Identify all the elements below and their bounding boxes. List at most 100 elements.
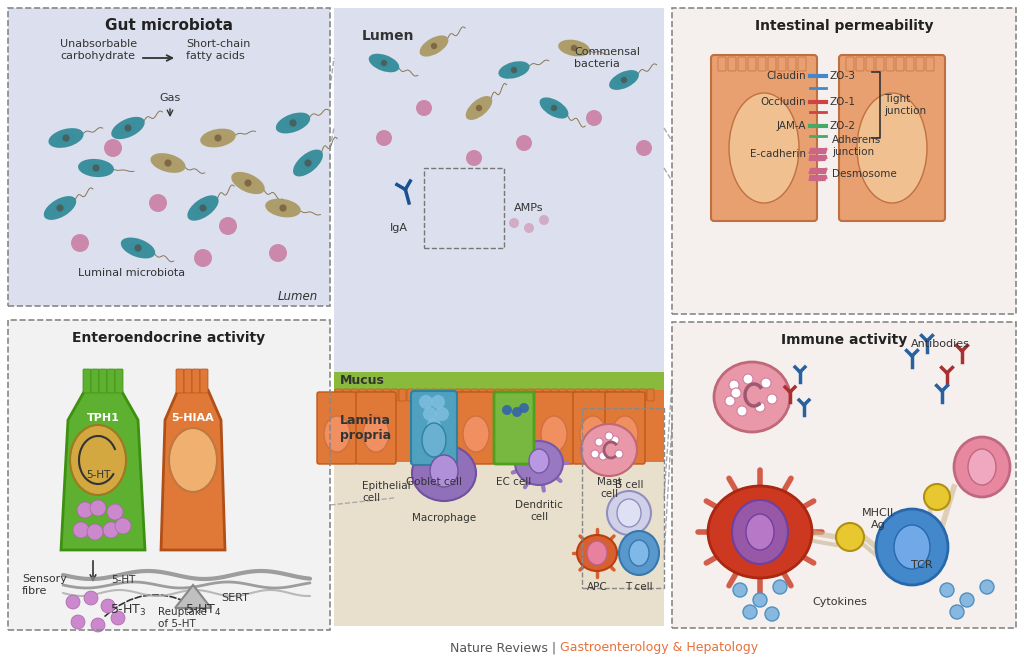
FancyBboxPatch shape <box>846 57 854 71</box>
FancyBboxPatch shape <box>511 389 518 401</box>
Circle shape <box>87 524 103 540</box>
Circle shape <box>551 105 557 111</box>
Ellipse shape <box>618 531 659 575</box>
Circle shape <box>111 611 125 625</box>
Ellipse shape <box>369 54 399 72</box>
Circle shape <box>56 205 63 212</box>
FancyBboxPatch shape <box>623 389 630 401</box>
Text: JAM-A: JAM-A <box>776 121 806 131</box>
Circle shape <box>71 234 89 252</box>
Circle shape <box>599 452 607 460</box>
Ellipse shape <box>169 428 217 492</box>
FancyBboxPatch shape <box>411 391 457 465</box>
Ellipse shape <box>612 416 638 452</box>
Circle shape <box>595 438 603 446</box>
Bar <box>672 322 1016 628</box>
FancyBboxPatch shape <box>83 369 91 393</box>
Bar <box>672 322 1016 628</box>
Ellipse shape <box>746 514 774 550</box>
FancyBboxPatch shape <box>543 389 550 401</box>
Ellipse shape <box>187 195 218 220</box>
Ellipse shape <box>629 540 649 566</box>
Ellipse shape <box>617 499 641 527</box>
FancyBboxPatch shape <box>728 57 736 71</box>
Circle shape <box>124 124 132 132</box>
Circle shape <box>755 402 765 412</box>
FancyBboxPatch shape <box>176 369 184 393</box>
Bar <box>8 8 330 306</box>
Circle shape <box>743 605 757 619</box>
Ellipse shape <box>558 40 590 56</box>
FancyBboxPatch shape <box>559 389 566 401</box>
FancyBboxPatch shape <box>778 57 786 71</box>
Circle shape <box>524 223 534 233</box>
Circle shape <box>476 105 482 111</box>
FancyBboxPatch shape <box>115 369 123 393</box>
FancyBboxPatch shape <box>495 392 535 464</box>
FancyBboxPatch shape <box>91 369 99 393</box>
Ellipse shape <box>422 416 449 452</box>
Circle shape <box>591 450 599 458</box>
Circle shape <box>636 140 652 156</box>
Circle shape <box>280 205 287 212</box>
Circle shape <box>621 77 627 83</box>
FancyBboxPatch shape <box>527 389 534 401</box>
Circle shape <box>961 593 974 607</box>
Circle shape <box>605 432 613 440</box>
Circle shape <box>376 130 392 146</box>
FancyBboxPatch shape <box>839 55 945 221</box>
Text: Nature Reviews |: Nature Reviews | <box>450 641 560 655</box>
FancyBboxPatch shape <box>605 392 645 464</box>
Text: EC cell: EC cell <box>497 477 531 487</box>
FancyBboxPatch shape <box>711 55 817 221</box>
Ellipse shape <box>466 96 493 120</box>
Circle shape <box>940 583 954 597</box>
FancyBboxPatch shape <box>106 369 115 393</box>
Bar <box>8 320 330 630</box>
FancyBboxPatch shape <box>359 389 366 401</box>
Circle shape <box>737 406 746 416</box>
Text: Enteroendocrine activity: Enteroendocrine activity <box>73 331 265 345</box>
Ellipse shape <box>362 416 389 452</box>
Ellipse shape <box>324 416 350 452</box>
Circle shape <box>539 215 549 225</box>
FancyBboxPatch shape <box>768 57 776 71</box>
Ellipse shape <box>540 97 568 118</box>
Polygon shape <box>161 390 225 550</box>
FancyBboxPatch shape <box>886 57 894 71</box>
Text: Desmosome: Desmosome <box>831 169 897 179</box>
Circle shape <box>512 407 522 417</box>
Text: 5-HT$_4$: 5-HT$_4$ <box>184 602 221 618</box>
FancyBboxPatch shape <box>503 389 510 401</box>
Circle shape <box>435 407 449 421</box>
FancyBboxPatch shape <box>351 389 358 401</box>
FancyBboxPatch shape <box>591 389 598 401</box>
FancyBboxPatch shape <box>599 389 606 401</box>
Bar <box>672 8 1016 314</box>
Circle shape <box>725 396 735 406</box>
Ellipse shape <box>714 362 790 432</box>
Circle shape <box>753 593 767 607</box>
FancyBboxPatch shape <box>407 389 414 401</box>
Ellipse shape <box>112 117 144 139</box>
Circle shape <box>767 394 777 404</box>
Circle shape <box>219 217 237 235</box>
FancyBboxPatch shape <box>479 389 486 401</box>
Circle shape <box>214 134 221 142</box>
FancyBboxPatch shape <box>447 389 454 401</box>
Circle shape <box>73 522 89 538</box>
FancyBboxPatch shape <box>535 389 542 401</box>
Ellipse shape <box>463 416 489 452</box>
Circle shape <box>466 150 482 166</box>
FancyBboxPatch shape <box>916 57 924 71</box>
Ellipse shape <box>70 425 126 495</box>
FancyBboxPatch shape <box>335 389 342 401</box>
Bar <box>334 398 664 626</box>
Circle shape <box>104 139 122 157</box>
Circle shape <box>115 518 131 534</box>
FancyBboxPatch shape <box>647 389 654 401</box>
Ellipse shape <box>151 153 185 173</box>
Bar <box>424 168 504 248</box>
Circle shape <box>84 591 98 605</box>
Text: ZO-3: ZO-3 <box>830 71 856 81</box>
